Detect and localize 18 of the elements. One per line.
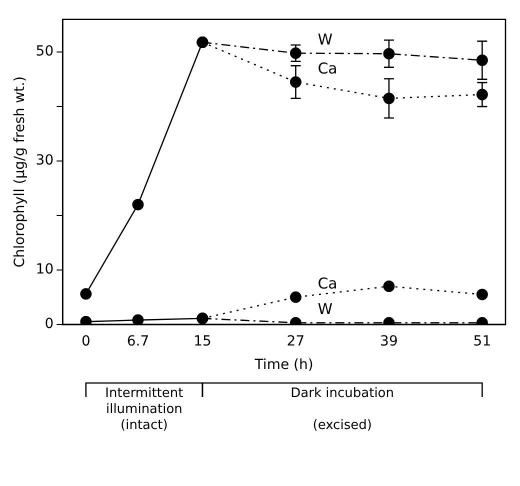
series-label: W (318, 300, 333, 318)
series-label: Ca (318, 274, 338, 293)
y-tick-label: 10 (36, 262, 54, 278)
y-tick-label: 0 (44, 316, 54, 332)
text: Dark incubation (excised) (290, 386, 394, 433)
y-axis-title: Chlorophyll (μg/g fresh wt.) (12, 76, 28, 268)
series-label: Ca (318, 59, 338, 78)
y-tick-label: 30 (36, 152, 54, 169)
x-tick-label: 51 (473, 333, 492, 350)
y-tick-label: 50 (36, 44, 54, 60)
x-axis-title: Time (h) (254, 357, 314, 374)
x-tick-label: 15 (194, 333, 212, 350)
text: Intermittent illumination (intact) (105, 386, 184, 433)
x-tick-label: 27 (286, 333, 305, 350)
x-tick-label: 39 (380, 333, 398, 350)
x-tick-label: 0 (81, 333, 90, 350)
series-label: W (318, 30, 333, 49)
x-tick-label: 6.7 (126, 333, 150, 350)
